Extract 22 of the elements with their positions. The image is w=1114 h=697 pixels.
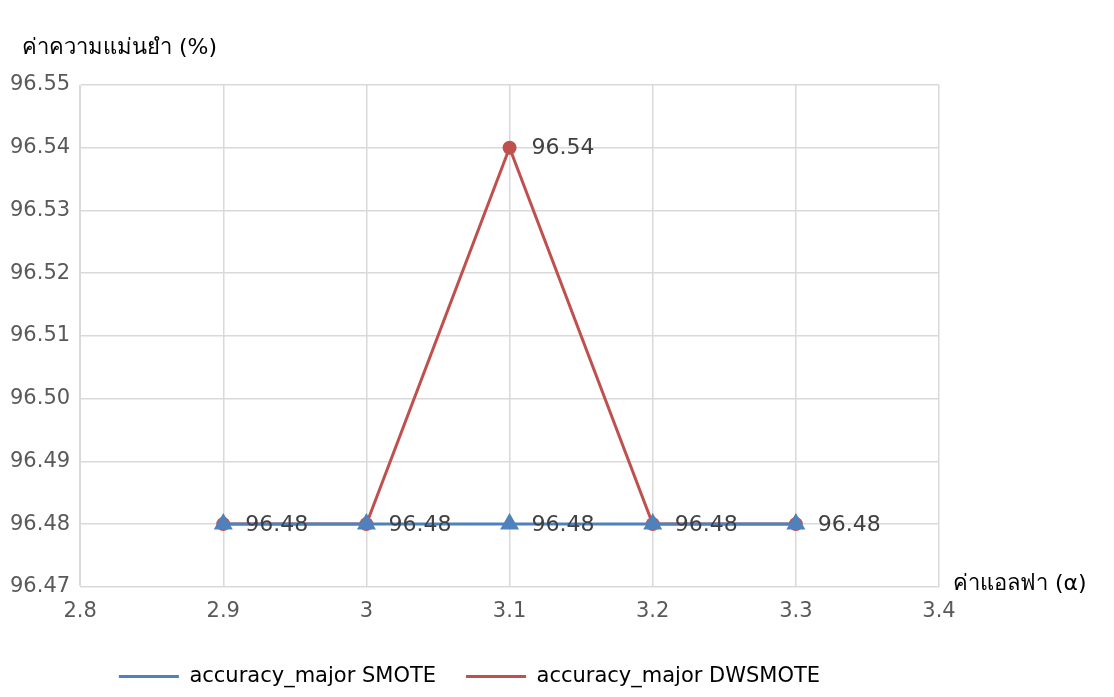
x-tick-label: 2.9 [206, 597, 240, 622]
x-tick-label: 2.8 [63, 597, 97, 622]
y-tick-label: 96.50 [9, 385, 71, 410]
y-tick-label: 96.54 [9, 134, 71, 159]
y-tick-label: 96.49 [9, 447, 71, 472]
y-tick-label: 96.52 [9, 259, 71, 284]
y-axis-title: ค่าความแม่นยำ (%) [22, 34, 218, 59]
x-tick-label: 3 [359, 597, 374, 622]
y-tick-label: 96.53 [9, 196, 71, 221]
y-tick-label: 96.47 [9, 573, 71, 598]
legend-label: accuracy_major DWSMOTE [536, 662, 821, 688]
y-tick-label: 96.51 [9, 322, 71, 347]
x-tick-label: 3.2 [636, 597, 670, 622]
data-label: 96.54 [531, 134, 595, 160]
legend-label: accuracy_major SMOTE [189, 662, 437, 688]
x-tick-label: 3.1 [492, 597, 527, 622]
y-tick-label: 96.55 [9, 71, 71, 96]
y-tick-label: 96.48 [9, 510, 71, 535]
x-axis-title: ค่าแอลฟา (α) [953, 569, 1087, 595]
x-tick-label: 3.3 [779, 597, 813, 622]
x-tick-label: 3.4 [922, 597, 956, 622]
data-label: 96.48 [817, 510, 881, 536]
